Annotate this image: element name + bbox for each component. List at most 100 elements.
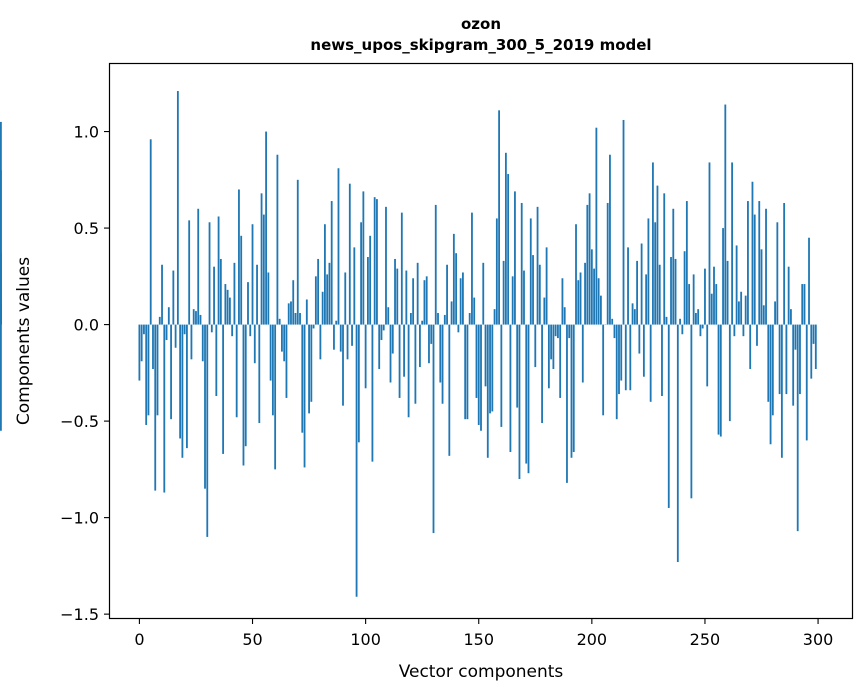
bar-105 [376, 199, 378, 325]
bar-20 [183, 324, 186, 335]
bar-92 [346, 324, 349, 360]
bar-153 [484, 324, 487, 387]
bar-290 [794, 324, 797, 350]
bar-238 [676, 324, 679, 563]
bar-103 [371, 324, 374, 462]
bar-190 [568, 324, 571, 339]
bar-26 [197, 208, 200, 325]
bar-144 [464, 324, 467, 420]
bar-91 [344, 272, 347, 325]
bar-88 [337, 168, 340, 325]
bar-155 [489, 324, 491, 414]
bar-134 [441, 324, 444, 404]
bar-197 [584, 262, 586, 325]
bar-136 [446, 264, 448, 325]
bar-33 [213, 266, 215, 325]
bar-269 [747, 201, 749, 325]
bar-171 [525, 324, 528, 464]
bar-279 [769, 324, 772, 445]
bar-189 [566, 324, 568, 483]
bar-120 [409, 313, 412, 325]
bar-184 [554, 324, 557, 337]
bar-64 [283, 324, 286, 362]
bar-168 [518, 324, 521, 480]
bar-95 [353, 247, 356, 325]
bar-268 [744, 295, 747, 325]
bar-135 [443, 314, 446, 325]
bar-156 [491, 324, 494, 412]
bar-235 [670, 257, 672, 325]
x-tick-label: 200 [577, 630, 608, 649]
bar-45 [240, 235, 243, 325]
bar-51 [253, 324, 256, 364]
bar-70 [296, 179, 299, 325]
bar-76 [310, 324, 313, 402]
bar-undefined [0, 121, 2, 325]
bar-147 [471, 212, 473, 325]
bar-29 [204, 324, 206, 489]
bar-246 [695, 313, 697, 325]
bar-254 [713, 266, 715, 325]
bar-39 [226, 289, 229, 325]
bar-230 [658, 264, 661, 325]
bar-101 [366, 257, 369, 325]
y-tick-label: 1.0 [74, 123, 99, 142]
bar-6 [152, 324, 154, 369]
bar-10 [161, 264, 163, 325]
x-axis-ticks: 0 50 100 150 200 250 300 [134, 618, 833, 649]
bar-234 [667, 324, 670, 508]
bar-298 [812, 324, 815, 344]
bar-72 [301, 324, 304, 433]
bar-251 [706, 324, 709, 387]
bar-48 [247, 282, 249, 325]
bar-121 [412, 278, 415, 325]
bar-180 [545, 247, 548, 325]
bar-162 [504, 152, 507, 325]
bar-213 [620, 324, 623, 381]
bar-117 [403, 324, 405, 377]
bar-67 [290, 301, 292, 325]
bar-208 [609, 154, 611, 325]
bar-112 [391, 324, 394, 354]
bar-150 [477, 324, 480, 425]
bar-276 [762, 305, 765, 325]
bar-198 [586, 204, 589, 325]
bar-142 [459, 278, 462, 325]
bar-85 [330, 201, 333, 325]
bar-182 [550, 324, 553, 360]
bar-275 [760, 249, 763, 325]
bar-119 [407, 324, 410, 418]
y-axis-label: Components values [14, 257, 34, 425]
bar-181 [547, 324, 550, 389]
bar-66 [287, 303, 290, 325]
bar-288 [790, 309, 792, 325]
bar-68 [292, 280, 295, 325]
bar-87 [335, 320, 338, 325]
bar-3 [145, 324, 148, 425]
bar-42 [233, 262, 236, 325]
bar-46 [242, 324, 245, 466]
bar-152 [482, 262, 485, 325]
bar-32 [210, 324, 213, 333]
bar-296 [808, 237, 810, 325]
bar-233 [665, 316, 668, 325]
bar-25 [195, 311, 197, 325]
bar-161 [502, 260, 505, 325]
bar-241 [683, 251, 686, 325]
bar-1 [140, 324, 143, 362]
bar-17 [176, 91, 179, 325]
bar-158 [495, 218, 498, 325]
bar-222 [640, 243, 643, 325]
bar-273 [756, 324, 758, 346]
bar-199 [588, 193, 591, 325]
bar-282 [776, 222, 779, 325]
bar-249 [701, 324, 704, 329]
bar-52 [256, 264, 258, 325]
bar-125 [421, 320, 424, 325]
bar-123 [416, 262, 419, 325]
bar-177 [538, 264, 541, 325]
bar-196 [581, 324, 584, 383]
bar-258 [722, 228, 724, 325]
bar-4 [147, 324, 150, 416]
bar-124 [419, 324, 421, 368]
